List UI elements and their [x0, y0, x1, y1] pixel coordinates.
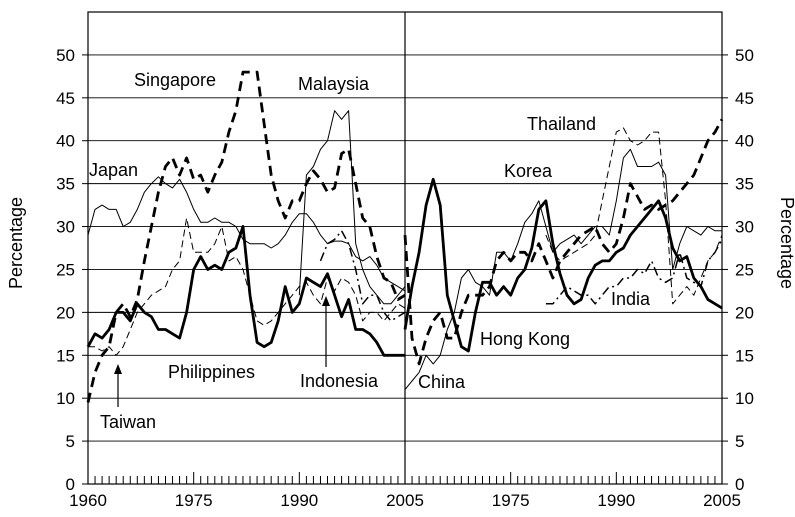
series-label-singapore: Singapore — [134, 70, 216, 90]
y-tick-label-left: 50 — [56, 46, 75, 65]
y-tick-label-right: 5 — [735, 432, 744, 451]
series-label-india: India — [611, 289, 651, 309]
y-tick-label-left: 0 — [66, 475, 75, 494]
x-tick-label: 2005 — [703, 491, 741, 510]
y-tick-label-right: 35 — [735, 175, 754, 194]
y-tick-label-left: 10 — [56, 389, 75, 408]
series-label-philippines: Philippines — [168, 362, 255, 382]
series-line-philippines — [88, 217, 406, 356]
series-label-taiwan: Taiwan — [100, 412, 156, 432]
y-tick-label-left: 45 — [56, 89, 75, 108]
x-tick-label: 1960 — [69, 491, 107, 510]
series-line-taiwan — [86, 225, 405, 357]
y-tick-label-left: 20 — [56, 303, 75, 322]
gridlines — [88, 54, 722, 442]
series-label-japan: Japan — [89, 160, 138, 180]
y-tick-label-left: 15 — [56, 346, 75, 365]
series-label-korea: Korea — [504, 161, 553, 181]
y-tick-label-right: 25 — [735, 260, 754, 279]
arrowhead-taiwan — [114, 364, 122, 374]
series-line-singapore — [86, 70, 406, 403]
y-tick-label-left: 5 — [66, 432, 75, 451]
series-label-hong-kong: Hong Kong — [480, 329, 570, 349]
series-label-indonesia: Indonesia — [300, 371, 379, 391]
y-axis-title-right: Percentage — [777, 197, 795, 289]
y-tick-label-left: 35 — [56, 175, 75, 194]
y-tick-label-right: 50 — [735, 46, 754, 65]
y-tick-label-right: 20 — [735, 303, 754, 322]
y-tick-label-right: 0 — [735, 475, 744, 494]
axis-ticks: 0 0 5 5 10 10 15 15 20 20 25 25 30 30 35 35 40 40 45 45 50 50… — [56, 46, 754, 510]
y-tick-label-right: 15 — [735, 346, 754, 365]
x-tick-label: 1975 — [492, 491, 530, 510]
series-label-thailand: Thailand — [527, 114, 596, 134]
x-tick-label: 2005 — [386, 491, 424, 510]
y-tick-label-right: 30 — [735, 218, 754, 237]
series-line-korea — [404, 148, 722, 390]
y-tick-label-right: 10 — [735, 389, 754, 408]
x-tick-label: 1990 — [280, 491, 318, 510]
series-line-japan — [87, 176, 406, 292]
y-tick-label-left: 25 — [56, 260, 75, 279]
series-line-indonesia — [319, 230, 406, 322]
series-layer — [86, 70, 724, 403]
x-tick-label: 1975 — [175, 491, 213, 510]
series-line-malaysia — [298, 110, 406, 305]
x-tick-label: 1990 — [597, 491, 635, 510]
series-label-china: China — [418, 372, 466, 392]
y-tick-label-right: 40 — [735, 132, 754, 151]
y-tick-label-right: 45 — [735, 89, 754, 108]
series-label-malaysia: Malaysia — [298, 74, 370, 94]
arrowhead-indonesia — [322, 296, 330, 306]
y-tick-label-left: 30 — [56, 218, 75, 237]
series-line-hong-kong — [403, 177, 723, 353]
annotation-layer: Singapore Malaysia Japan Philippines Indones… — [89, 70, 651, 432]
y-tick-label-left: 40 — [56, 132, 75, 151]
series-line-india — [545, 239, 723, 305]
y-axis-title-left: Percentage — [6, 197, 26, 289]
series-line-china — [403, 118, 724, 366]
series-line-thailand — [545, 127, 723, 305]
